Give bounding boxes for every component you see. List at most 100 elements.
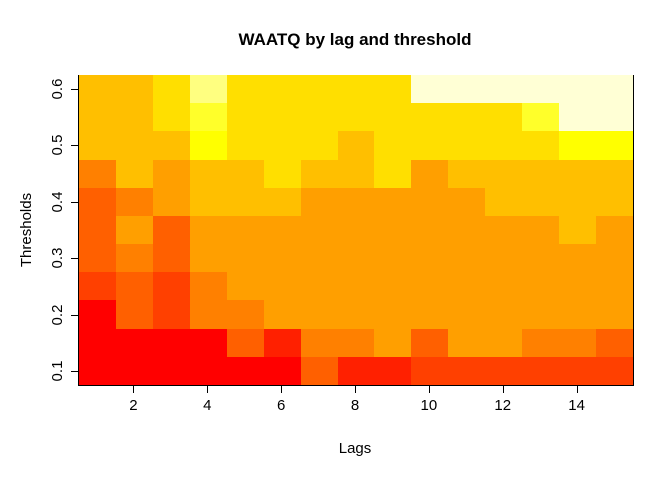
heatmap-cell bbox=[189, 215, 228, 246]
heatmap-cell bbox=[226, 215, 265, 246]
y-tick-label: 0.6 bbox=[49, 78, 66, 100]
heatmap-cell bbox=[559, 103, 598, 133]
heatmap-cell bbox=[485, 75, 524, 105]
x-axis-label: Lags bbox=[338, 440, 372, 457]
heatmap-cell bbox=[263, 187, 302, 217]
heatmap-cell bbox=[596, 131, 633, 161]
heatmap-cell bbox=[559, 187, 598, 217]
heatmap-cell bbox=[263, 356, 302, 385]
heatmap-cell bbox=[374, 300, 413, 330]
heatmap-cell bbox=[522, 356, 561, 385]
heatmap-cell bbox=[559, 215, 598, 246]
heatmap-cell bbox=[485, 103, 524, 133]
heatmap-cell bbox=[226, 187, 265, 217]
heatmap-cell bbox=[115, 244, 154, 274]
heatmap-cell bbox=[263, 159, 302, 189]
heatmap-cell bbox=[189, 131, 228, 161]
heatmap-cell bbox=[300, 272, 339, 302]
heatmap-plot-area bbox=[78, 75, 634, 386]
heatmap-cell bbox=[189, 159, 228, 189]
x-tick-mark bbox=[281, 386, 283, 393]
heatmap-cell bbox=[189, 356, 228, 385]
heatmap-cell bbox=[337, 272, 376, 302]
y-tick-mark bbox=[71, 201, 78, 203]
heatmap-cell bbox=[79, 103, 117, 133]
heatmap-cell bbox=[300, 75, 339, 105]
heatmap-cell bbox=[411, 300, 450, 330]
heatmap-cell bbox=[189, 244, 228, 274]
heatmap-cell bbox=[79, 356, 117, 385]
heatmap-cell bbox=[300, 103, 339, 133]
heatmap-cell bbox=[337, 131, 376, 161]
heatmap-cell bbox=[115, 328, 154, 358]
heatmap-cell bbox=[411, 328, 450, 358]
heatmap-cell bbox=[522, 300, 561, 330]
heatmap-cell bbox=[374, 328, 413, 358]
chart-title: WAATQ by lag and threshold bbox=[238, 30, 472, 49]
heatmap-cell bbox=[115, 356, 154, 385]
heatmap-cell bbox=[374, 215, 413, 246]
y-tick-label: 0.1 bbox=[49, 360, 66, 382]
heatmap-cell bbox=[411, 75, 450, 105]
heatmap-cell bbox=[596, 328, 633, 358]
heatmap-cell bbox=[374, 244, 413, 274]
y-tick-mark bbox=[71, 145, 78, 147]
heatmap-cell bbox=[189, 272, 228, 302]
heatmap-cell bbox=[448, 328, 487, 358]
heatmap-cell bbox=[79, 75, 117, 105]
heatmap-cell bbox=[79, 300, 117, 330]
heatmap-cell bbox=[300, 187, 339, 217]
heatmap-cell bbox=[152, 328, 191, 358]
heatmap-cell bbox=[337, 187, 376, 217]
heatmap-cell bbox=[263, 244, 302, 274]
heatmap-cell bbox=[485, 272, 524, 302]
x-tick-mark bbox=[355, 386, 356, 393]
heatmap-cell bbox=[374, 272, 413, 302]
heatmap-cell bbox=[79, 244, 117, 274]
heatmap-cell bbox=[374, 103, 413, 133]
x-tick-label: 14 bbox=[568, 397, 585, 414]
heatmap-cell bbox=[522, 272, 561, 302]
heatmap-cell bbox=[337, 244, 376, 274]
heatmap-cell bbox=[79, 131, 117, 161]
heatmap-cell bbox=[300, 300, 339, 330]
heatmap-cell bbox=[559, 356, 598, 385]
heatmap-cell bbox=[115, 131, 154, 161]
heatmap-cell bbox=[263, 103, 302, 133]
x-tick-label: 8 bbox=[350, 397, 360, 414]
heatmap-cell bbox=[448, 103, 487, 133]
heatmap-cell bbox=[522, 215, 561, 246]
heatmap-cell bbox=[79, 272, 117, 302]
heatmap-cell bbox=[152, 215, 191, 246]
x-tick-mark bbox=[576, 386, 578, 393]
heatmap-cell bbox=[152, 103, 191, 133]
heatmap-cell bbox=[189, 75, 228, 105]
heatmap-cell bbox=[559, 131, 598, 161]
heatmap-cell bbox=[374, 131, 413, 161]
heatmap-cell bbox=[226, 159, 265, 189]
heatmap-cell bbox=[448, 187, 487, 217]
heatmap-cell bbox=[263, 328, 302, 358]
heatmap-cell bbox=[559, 159, 598, 189]
heatmap-cell bbox=[596, 244, 633, 274]
heatmap-cell bbox=[374, 356, 413, 385]
heatmap-cell bbox=[152, 187, 191, 217]
x-tick-mark bbox=[502, 386, 504, 393]
heatmap-cell bbox=[411, 159, 450, 189]
y-tick-mark bbox=[71, 258, 78, 260]
heatmap-cell bbox=[596, 272, 633, 302]
heatmap-cell bbox=[152, 159, 191, 189]
x-tick-mark bbox=[207, 386, 209, 393]
heatmap-cell bbox=[226, 272, 265, 302]
y-axis-label: Thresholds bbox=[18, 192, 35, 268]
heatmap-cell bbox=[226, 300, 265, 330]
heatmap-cell bbox=[411, 215, 450, 246]
y-tick-mark bbox=[71, 314, 78, 316]
heatmap-cell bbox=[189, 300, 228, 330]
y-tick-mark bbox=[71, 89, 78, 91]
x-tick-label: 2 bbox=[129, 397, 138, 414]
heatmap-cell bbox=[485, 244, 524, 274]
y-tick-label: 0.5 bbox=[49, 135, 66, 156]
heatmap-cell bbox=[337, 300, 376, 330]
